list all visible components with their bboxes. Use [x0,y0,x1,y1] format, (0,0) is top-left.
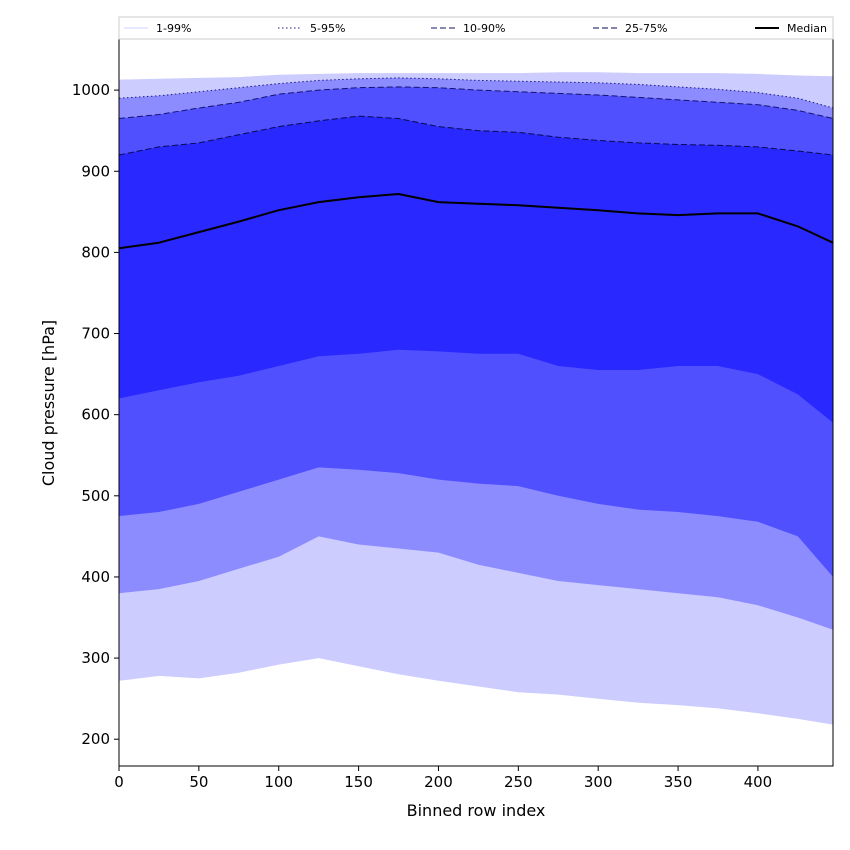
y-tick-label: 500 [81,487,110,505]
x-tick-label: 0 [114,773,124,791]
bands-layer [119,72,833,725]
x-tick-label: 250 [504,773,533,791]
x-tick-label: 350 [664,773,693,791]
y-tick-label: 1000 [72,81,110,99]
legend-label: 1-99% [156,22,191,35]
legend-label: 10-90% [463,22,505,35]
series-median-line [119,193,833,250]
x-axis-title: Binned row index [407,801,546,820]
x-tick-label: 300 [584,773,613,791]
x-tick-label: 50 [189,773,208,791]
legend-label: Median [787,22,827,35]
y-tick-label: 300 [81,649,110,667]
legend-box [118,16,834,40]
band-25-75pct-upper-line [119,115,833,156]
x-tick-label: 150 [344,773,373,791]
legend: 1-99% 5-95% 10-90% 25-75% Median [118,16,834,40]
band-5-95pct-upper-line [119,77,833,109]
y-axis-title: Cloud pressure [hPa] [39,320,58,486]
lines-layer [119,77,833,250]
x-tick-label: 400 [744,773,773,791]
x-tick-label: 200 [424,773,453,791]
x-tick-label: 100 [264,773,293,791]
y-tick-label: 400 [81,568,110,586]
y-tick-label: 700 [81,325,110,343]
band-10-90pct-upper-line [119,86,833,119]
y-tick-label: 800 [81,243,110,261]
y-tick-label: 200 [81,730,110,748]
legend-label: 5-95% [310,22,345,35]
y-axis: 200 300 400 500 600 700 800 900 1000 [72,81,119,748]
legend-label: 25-75% [625,22,667,35]
x-axis: 0 50 100 150 200 250 300 350 400 [114,766,772,791]
band-25-75pct [119,116,833,423]
y-tick-label: 600 [81,406,110,424]
y-tick-label: 900 [81,162,110,180]
